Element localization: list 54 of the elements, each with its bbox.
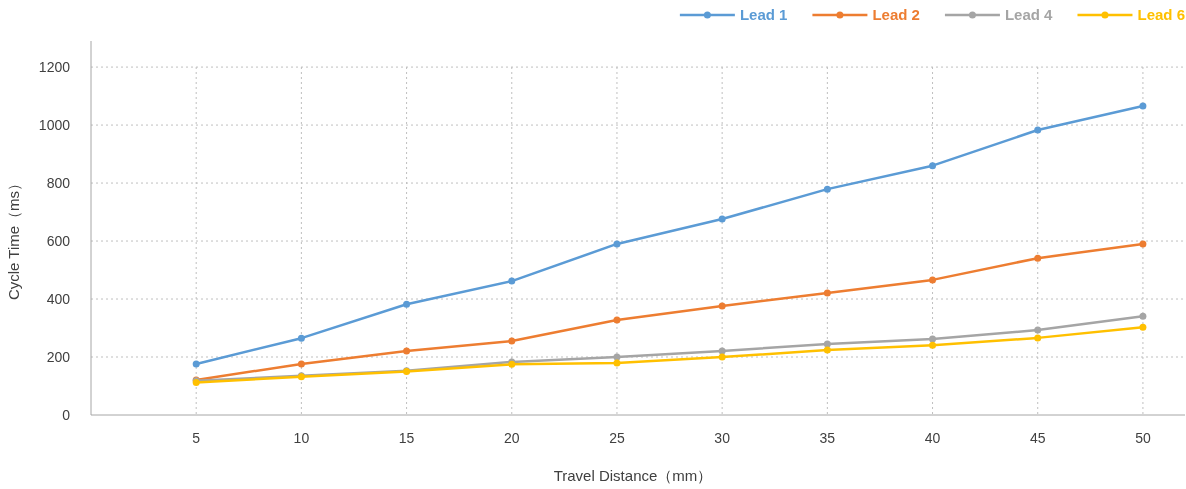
- point: [297, 334, 305, 342]
- legend-label: Lead 1: [739, 6, 788, 23]
- point: [1034, 254, 1042, 262]
- point: [823, 346, 831, 354]
- point: [823, 289, 831, 297]
- point: [929, 335, 937, 343]
- point: [1139, 323, 1147, 331]
- legend-label: Lead 2: [872, 6, 920, 23]
- point: [403, 300, 411, 308]
- x-tick-label: 10: [293, 430, 310, 446]
- point: [1139, 312, 1147, 320]
- point: [1139, 240, 1147, 248]
- x-tick-label: 35: [819, 430, 836, 446]
- point: [613, 359, 621, 367]
- x-tick-label: 25: [609, 430, 625, 446]
- y-tick-label: 400: [46, 291, 71, 308]
- point: [403, 347, 411, 355]
- point: [718, 347, 726, 355]
- x-tick-label: 50: [1135, 430, 1151, 446]
- y-tick-label: 600: [46, 233, 71, 250]
- point: [1034, 126, 1042, 134]
- x-tick-label: 45: [1029, 430, 1046, 446]
- y-tick-label: 200: [46, 349, 71, 366]
- y-axis-title: Cycle Time（ms）: [5, 175, 22, 301]
- point: [1034, 334, 1042, 342]
- point: [718, 353, 726, 361]
- point: [929, 276, 937, 284]
- y-tick-label: 1200: [38, 59, 71, 76]
- legend-label: Lead 4: [1004, 6, 1054, 23]
- point: [718, 215, 726, 223]
- x-tick-label: 20: [503, 430, 520, 446]
- x-tick-label: 30: [714, 430, 731, 446]
- y-tick-label: 800: [46, 175, 71, 192]
- point: [929, 341, 937, 349]
- x-tick-label: 15: [398, 430, 415, 446]
- x-tick-label: 40: [924, 430, 941, 446]
- point: [297, 360, 305, 368]
- point: [508, 337, 516, 345]
- y-tick-label: 0: [62, 407, 71, 423]
- point: [1034, 326, 1042, 334]
- point: [718, 302, 726, 310]
- point: [192, 360, 200, 368]
- point: [1139, 102, 1147, 110]
- point: [929, 162, 937, 170]
- y-tick-label: 1000: [38, 117, 71, 134]
- point: [613, 240, 621, 248]
- legend-label: Lead 6: [1137, 6, 1185, 23]
- point: [613, 316, 621, 324]
- x-axis-title: Travel Distance（mm）: [553, 467, 713, 484]
- point: [823, 340, 831, 348]
- point: [613, 353, 621, 361]
- point: [508, 277, 516, 285]
- point: [823, 185, 831, 193]
- x-tick-label: 5: [192, 430, 201, 446]
